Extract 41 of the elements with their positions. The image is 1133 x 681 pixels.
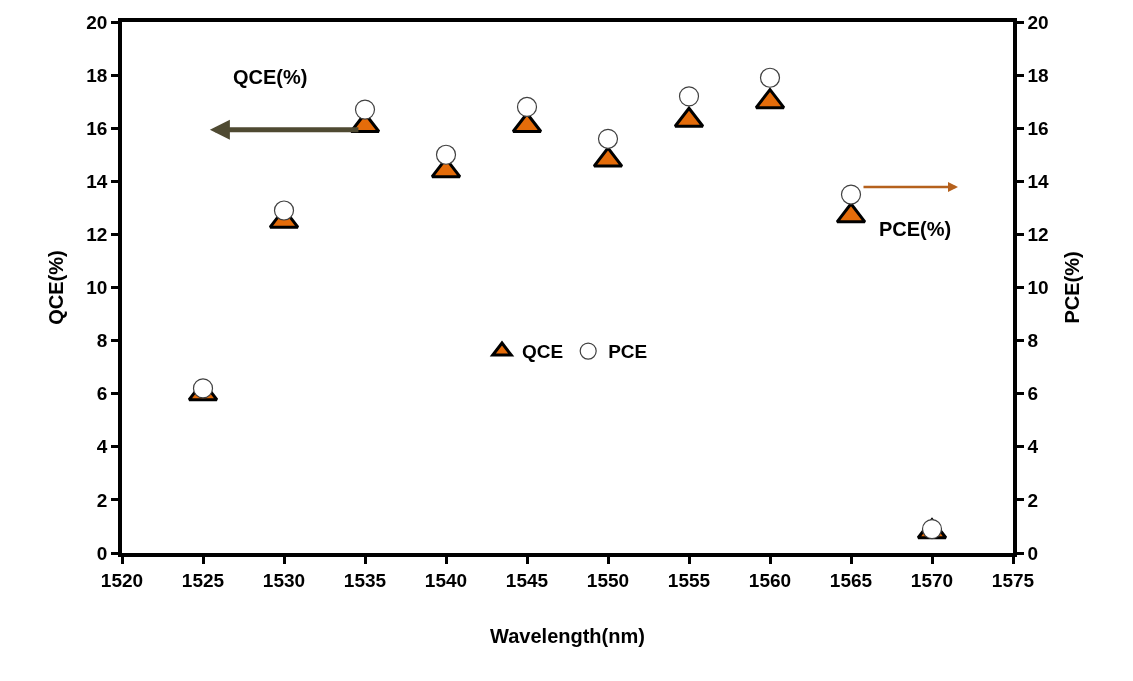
- y2-tick-label: 6: [1027, 383, 1039, 405]
- y-tick-label: 12: [86, 224, 108, 246]
- x-tick-label: 1520: [100, 569, 144, 591]
- y-tick-label: 0: [96, 542, 108, 564]
- y-tick-label: 2: [96, 489, 108, 511]
- y2-tick-label: 8: [1027, 330, 1039, 352]
- y-tick-label: 8: [96, 330, 108, 352]
- y-tick-label: 4: [96, 436, 108, 458]
- y2-tick-label: 12: [1027, 224, 1049, 246]
- x-axis-title: Wavelength(nm): [490, 624, 645, 647]
- y-tick-label: 10: [86, 277, 108, 299]
- annotation: PCE(%): [879, 218, 952, 240]
- x-tick-label: 1570: [910, 569, 954, 591]
- x-tick-label: 1540: [424, 569, 468, 591]
- y-tick-label: 18: [86, 64, 108, 86]
- y2-tick-label: 18: [1027, 64, 1049, 86]
- y-tick-label: 14: [86, 170, 108, 192]
- y2-tick-label: 2: [1027, 489, 1039, 511]
- y-tick-label: 20: [86, 11, 108, 33]
- annotation: QCE(%): [233, 66, 308, 88]
- x-tick-label: 1530: [262, 569, 306, 591]
- x-tick-label: 1535: [343, 569, 387, 591]
- x-tick-label: 1560: [748, 569, 792, 591]
- y-tick-label: 6: [96, 383, 108, 405]
- x-tick-label: 1575: [991, 569, 1035, 591]
- y-axis-title: QCE(%): [45, 250, 68, 325]
- y2-tick-label: 14: [1027, 170, 1050, 192]
- legend-label: QCE: [522, 341, 564, 363]
- y2-axis-title: PCE(%): [1061, 251, 1084, 324]
- y2-tick-label: 10: [1027, 277, 1049, 299]
- legend-label: PCE: [608, 341, 648, 363]
- x-tick-label: 1545: [505, 569, 549, 591]
- x-tick-label: 1550: [586, 569, 630, 591]
- y2-tick-label: 0: [1027, 542, 1039, 564]
- x-tick-label: 1565: [829, 569, 873, 591]
- y2-tick-label: 4: [1027, 436, 1039, 458]
- y-tick-label: 16: [86, 117, 108, 139]
- y2-tick-label: 20: [1027, 11, 1049, 33]
- x-tick-label: 1555: [667, 569, 711, 591]
- y2-tick-label: 16: [1027, 117, 1049, 139]
- x-tick-label: 1525: [181, 569, 225, 591]
